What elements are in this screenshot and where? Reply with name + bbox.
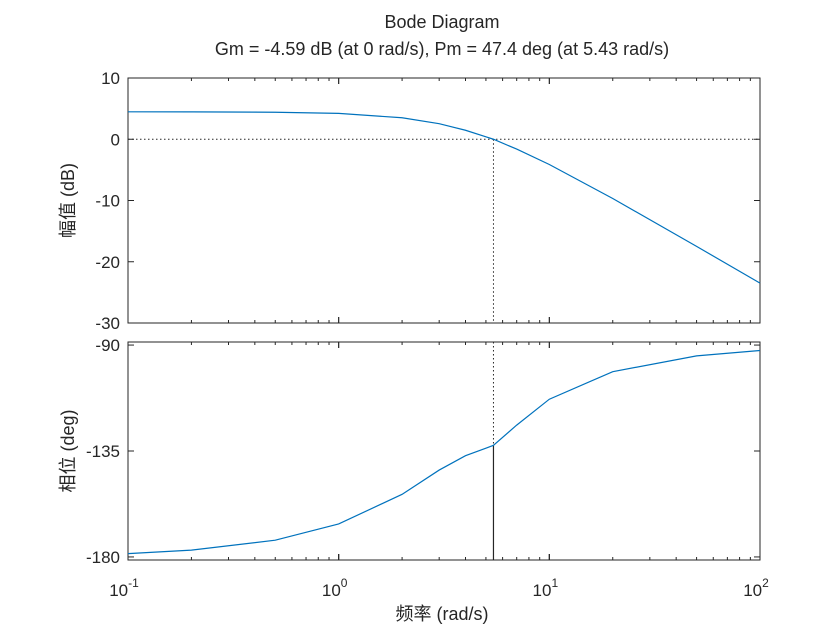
response-line — [127, 111, 761, 284]
y-tick-label: 0 — [111, 130, 120, 149]
x-tick-base: 10 — [109, 581, 128, 600]
y-tick-label: -180 — [86, 548, 120, 567]
x-tick-exponent: 1 — [551, 576, 558, 590]
x-axis-label: 频率 (rad/s) — [395, 604, 488, 624]
x-tick-base: 10 — [322, 581, 341, 600]
response-line — [127, 349, 761, 555]
x-tick-exponent: 2 — [762, 576, 769, 590]
plot-area — [127, 341, 761, 561]
y-tick-label: -10 — [95, 192, 120, 211]
x-tick-label: 102 — [743, 576, 769, 600]
x-tick-label: 10-1 — [109, 576, 139, 600]
chart-title: Bode Diagram — [384, 12, 499, 32]
x-tick-base: 10 — [533, 581, 552, 600]
y-tick-label: -90 — [95, 336, 120, 355]
plot-area — [127, 77, 761, 324]
x-tick-base: 10 — [743, 581, 762, 600]
y-tick-label: -20 — [95, 253, 120, 272]
x-tick-exponent: 0 — [341, 576, 348, 590]
y-tick-label: 10 — [101, 69, 120, 88]
y-tick-label: -30 — [95, 314, 120, 333]
x-tick-label: 101 — [533, 576, 559, 600]
y-axis-label: 幅值 (dB) — [58, 163, 78, 238]
y-axis-label: 相位 (deg) — [58, 409, 78, 492]
y-tick-label: -135 — [86, 442, 120, 461]
chart-subtitle: Gm = -4.59 dB (at 0 rad/s), Pm = 47.4 de… — [215, 39, 669, 59]
x-tick-label: 100 — [322, 576, 348, 600]
x-tick-exponent: -1 — [128, 576, 139, 590]
